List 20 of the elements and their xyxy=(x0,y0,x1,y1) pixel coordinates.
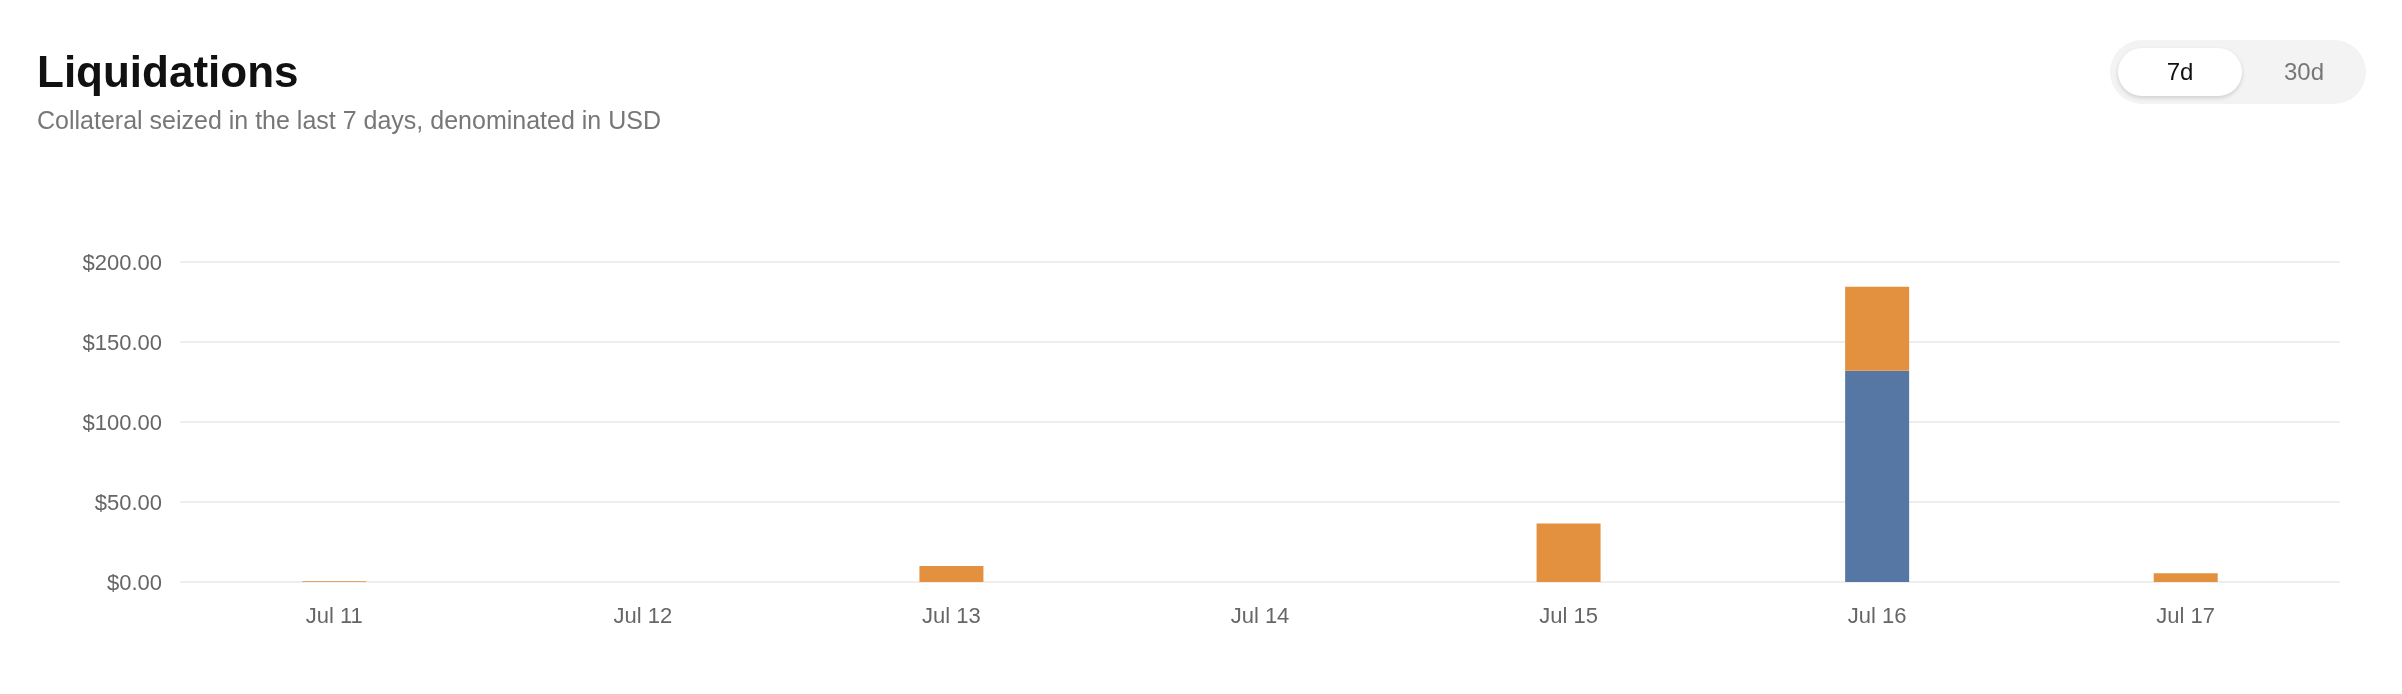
range-toggle: 7d 30d xyxy=(2110,40,2366,104)
y-tick-label: $100.00 xyxy=(82,409,162,435)
y-tick-label: $150.00 xyxy=(82,329,162,355)
x-tick-label: Jul 13 xyxy=(922,602,981,628)
bar xyxy=(1845,370,1910,582)
y-tick-label: $50.00 xyxy=(94,489,162,515)
chart-subtitle: Collateral seized in the last 7 days, denominated in USD xyxy=(37,105,661,134)
bar xyxy=(2153,573,2218,582)
y-tick-label: $200.00 xyxy=(82,249,162,275)
bar xyxy=(1536,523,1601,582)
x-tick-label: Jul 14 xyxy=(1230,602,1290,628)
x-tick-label: Jul 17 xyxy=(2156,602,2216,628)
y-tick-label: $0.00 xyxy=(106,569,162,595)
x-tick-label: Jul 15 xyxy=(1539,602,1598,628)
bar xyxy=(1845,286,1910,371)
x-tick-label: Jul 16 xyxy=(1847,602,1907,628)
chart-title: Liquidations xyxy=(37,46,299,96)
x-tick-label: Jul 12 xyxy=(613,602,673,628)
x-tick-label: Jul 11 xyxy=(305,602,363,628)
bar xyxy=(919,566,984,582)
